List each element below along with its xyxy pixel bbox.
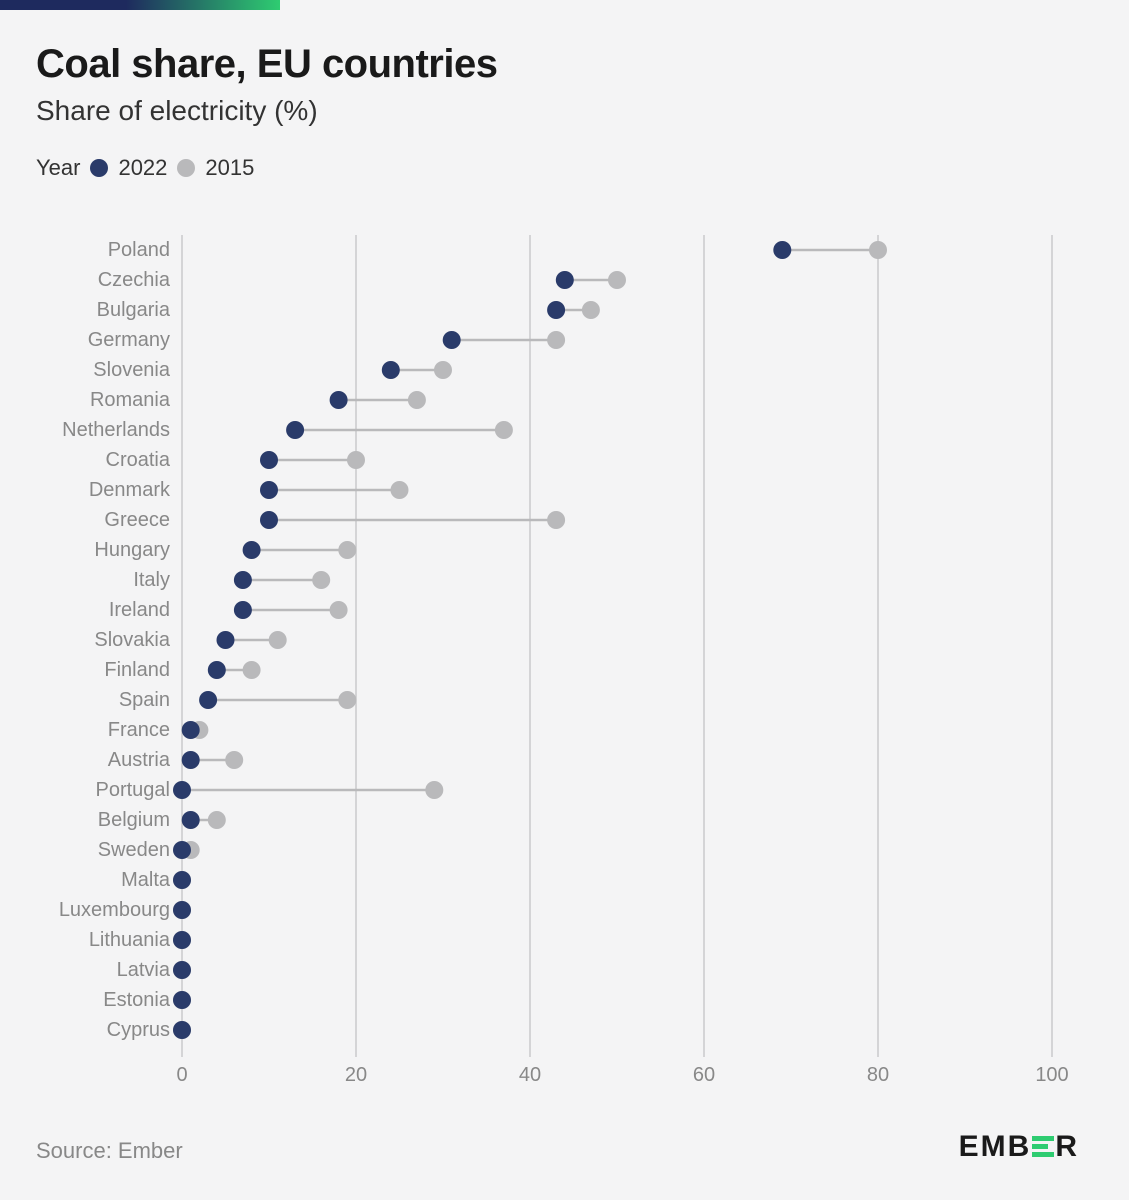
country-label: Lithuania (89, 929, 171, 951)
marker-2015 (495, 421, 513, 439)
country-label: Denmark (89, 479, 171, 501)
marker-2022 (173, 781, 191, 799)
header: Coal share, EU countries Share of electr… (0, 10, 1129, 127)
marker-2015 (225, 751, 243, 769)
marker-2015 (547, 331, 565, 349)
marker-2015 (338, 691, 356, 709)
legend-2022-label: 2022 (118, 155, 167, 181)
marker-2022 (234, 571, 252, 589)
legend: Year 2022 2015 (0, 127, 1129, 191)
country-label: Slovenia (93, 359, 171, 381)
country-label: Belgium (98, 809, 170, 831)
country-label: Spain (119, 689, 170, 711)
marker-2022 (182, 811, 200, 829)
marker-2022 (382, 361, 400, 379)
chart-container: Coal share, EU countries Share of electr… (0, 0, 1129, 1200)
country-label: France (108, 719, 170, 741)
country-label: Austria (108, 749, 171, 771)
country-label: Netherlands (62, 419, 170, 441)
country-label: Romania (90, 389, 171, 411)
marker-2015 (312, 571, 330, 589)
brand-e-icon (1032, 1134, 1054, 1160)
country-label: Portugal (96, 779, 171, 801)
marker-2022 (208, 661, 226, 679)
brand-text-r: R (1055, 1130, 1079, 1164)
footer: Source: Ember EMB R (36, 1130, 1079, 1164)
x-tick-label: 100 (1035, 1064, 1068, 1086)
marker-2015 (243, 661, 261, 679)
legend-dot-2015 (177, 159, 195, 177)
country-label: Luxembourg (59, 899, 170, 921)
marker-2015 (347, 451, 365, 469)
marker-2022 (547, 301, 565, 319)
marker-2022 (173, 871, 191, 889)
marker-2022 (260, 511, 278, 529)
marker-2022 (330, 391, 348, 409)
brand-logo: EMB R (959, 1130, 1079, 1164)
marker-2022 (173, 991, 191, 1009)
chart-subtitle: Share of electricity (%) (36, 95, 1093, 127)
chart-title: Coal share, EU countries (36, 42, 1093, 87)
country-label: Sweden (98, 839, 170, 861)
marker-2022 (556, 271, 574, 289)
country-label: Finland (104, 659, 170, 681)
marker-2022 (286, 421, 304, 439)
x-tick-label: 20 (345, 1064, 367, 1086)
x-tick-label: 0 (176, 1064, 187, 1086)
source-text: Source: Ember (36, 1138, 183, 1164)
marker-2022 (182, 751, 200, 769)
dumbbell-chart-svg: 0 20 40 60 80 100 Poland Czechia Bulgaria Germany… (20, 221, 1072, 1087)
marker-2022 (443, 331, 461, 349)
country-label: Czechia (98, 269, 171, 291)
x-tick-label: 60 (693, 1064, 715, 1086)
country-label: Greece (104, 509, 170, 531)
brand-text-emb: EMB (959, 1130, 1032, 1164)
marker-2022 (260, 451, 278, 469)
marker-2015 (330, 601, 348, 619)
marker-2015 (425, 781, 443, 799)
country-label: Slovakia (94, 629, 170, 651)
marker-2015 (408, 391, 426, 409)
marker-2022 (260, 481, 278, 499)
country-label: Germany (88, 329, 170, 351)
country-label: Latvia (117, 959, 171, 981)
marker-2015 (391, 481, 409, 499)
marker-2022 (173, 1021, 191, 1039)
marker-2022 (199, 691, 217, 709)
country-label: Estonia (103, 989, 171, 1011)
marker-2022 (217, 631, 235, 649)
country-label: Cyprus (107, 1019, 170, 1041)
legend-2015-label: 2015 (205, 155, 254, 181)
chart-plot-area: 0 20 40 60 80 100 Poland Czechia Bulgaria Germany… (20, 221, 1079, 1087)
marker-2015 (608, 271, 626, 289)
x-tick-label: 80 (867, 1064, 889, 1086)
country-label: Italy (133, 569, 170, 591)
country-label: Croatia (106, 449, 171, 471)
marker-2015 (338, 541, 356, 559)
marker-2022 (234, 601, 252, 619)
country-label: Bulgaria (97, 299, 171, 321)
country-label: Hungary (94, 539, 170, 561)
legend-label: Year (36, 155, 80, 181)
marker-2015 (869, 241, 887, 259)
country-label: Poland (108, 239, 170, 261)
marker-2022 (173, 841, 191, 859)
marker-2022 (173, 961, 191, 979)
marker-2015 (269, 631, 287, 649)
marker-2022 (173, 901, 191, 919)
marker-2015 (547, 511, 565, 529)
marker-2015 (208, 811, 226, 829)
marker-2022 (173, 931, 191, 949)
x-tick-label: 40 (519, 1064, 541, 1086)
country-label: Ireland (109, 599, 170, 621)
marker-2022 (182, 721, 200, 739)
marker-2015 (582, 301, 600, 319)
marker-2022 (243, 541, 261, 559)
country-label: Malta (121, 869, 171, 891)
marker-2022 (773, 241, 791, 259)
legend-dot-2022 (90, 159, 108, 177)
top-accent-bar (0, 0, 280, 10)
marker-2015 (434, 361, 452, 379)
